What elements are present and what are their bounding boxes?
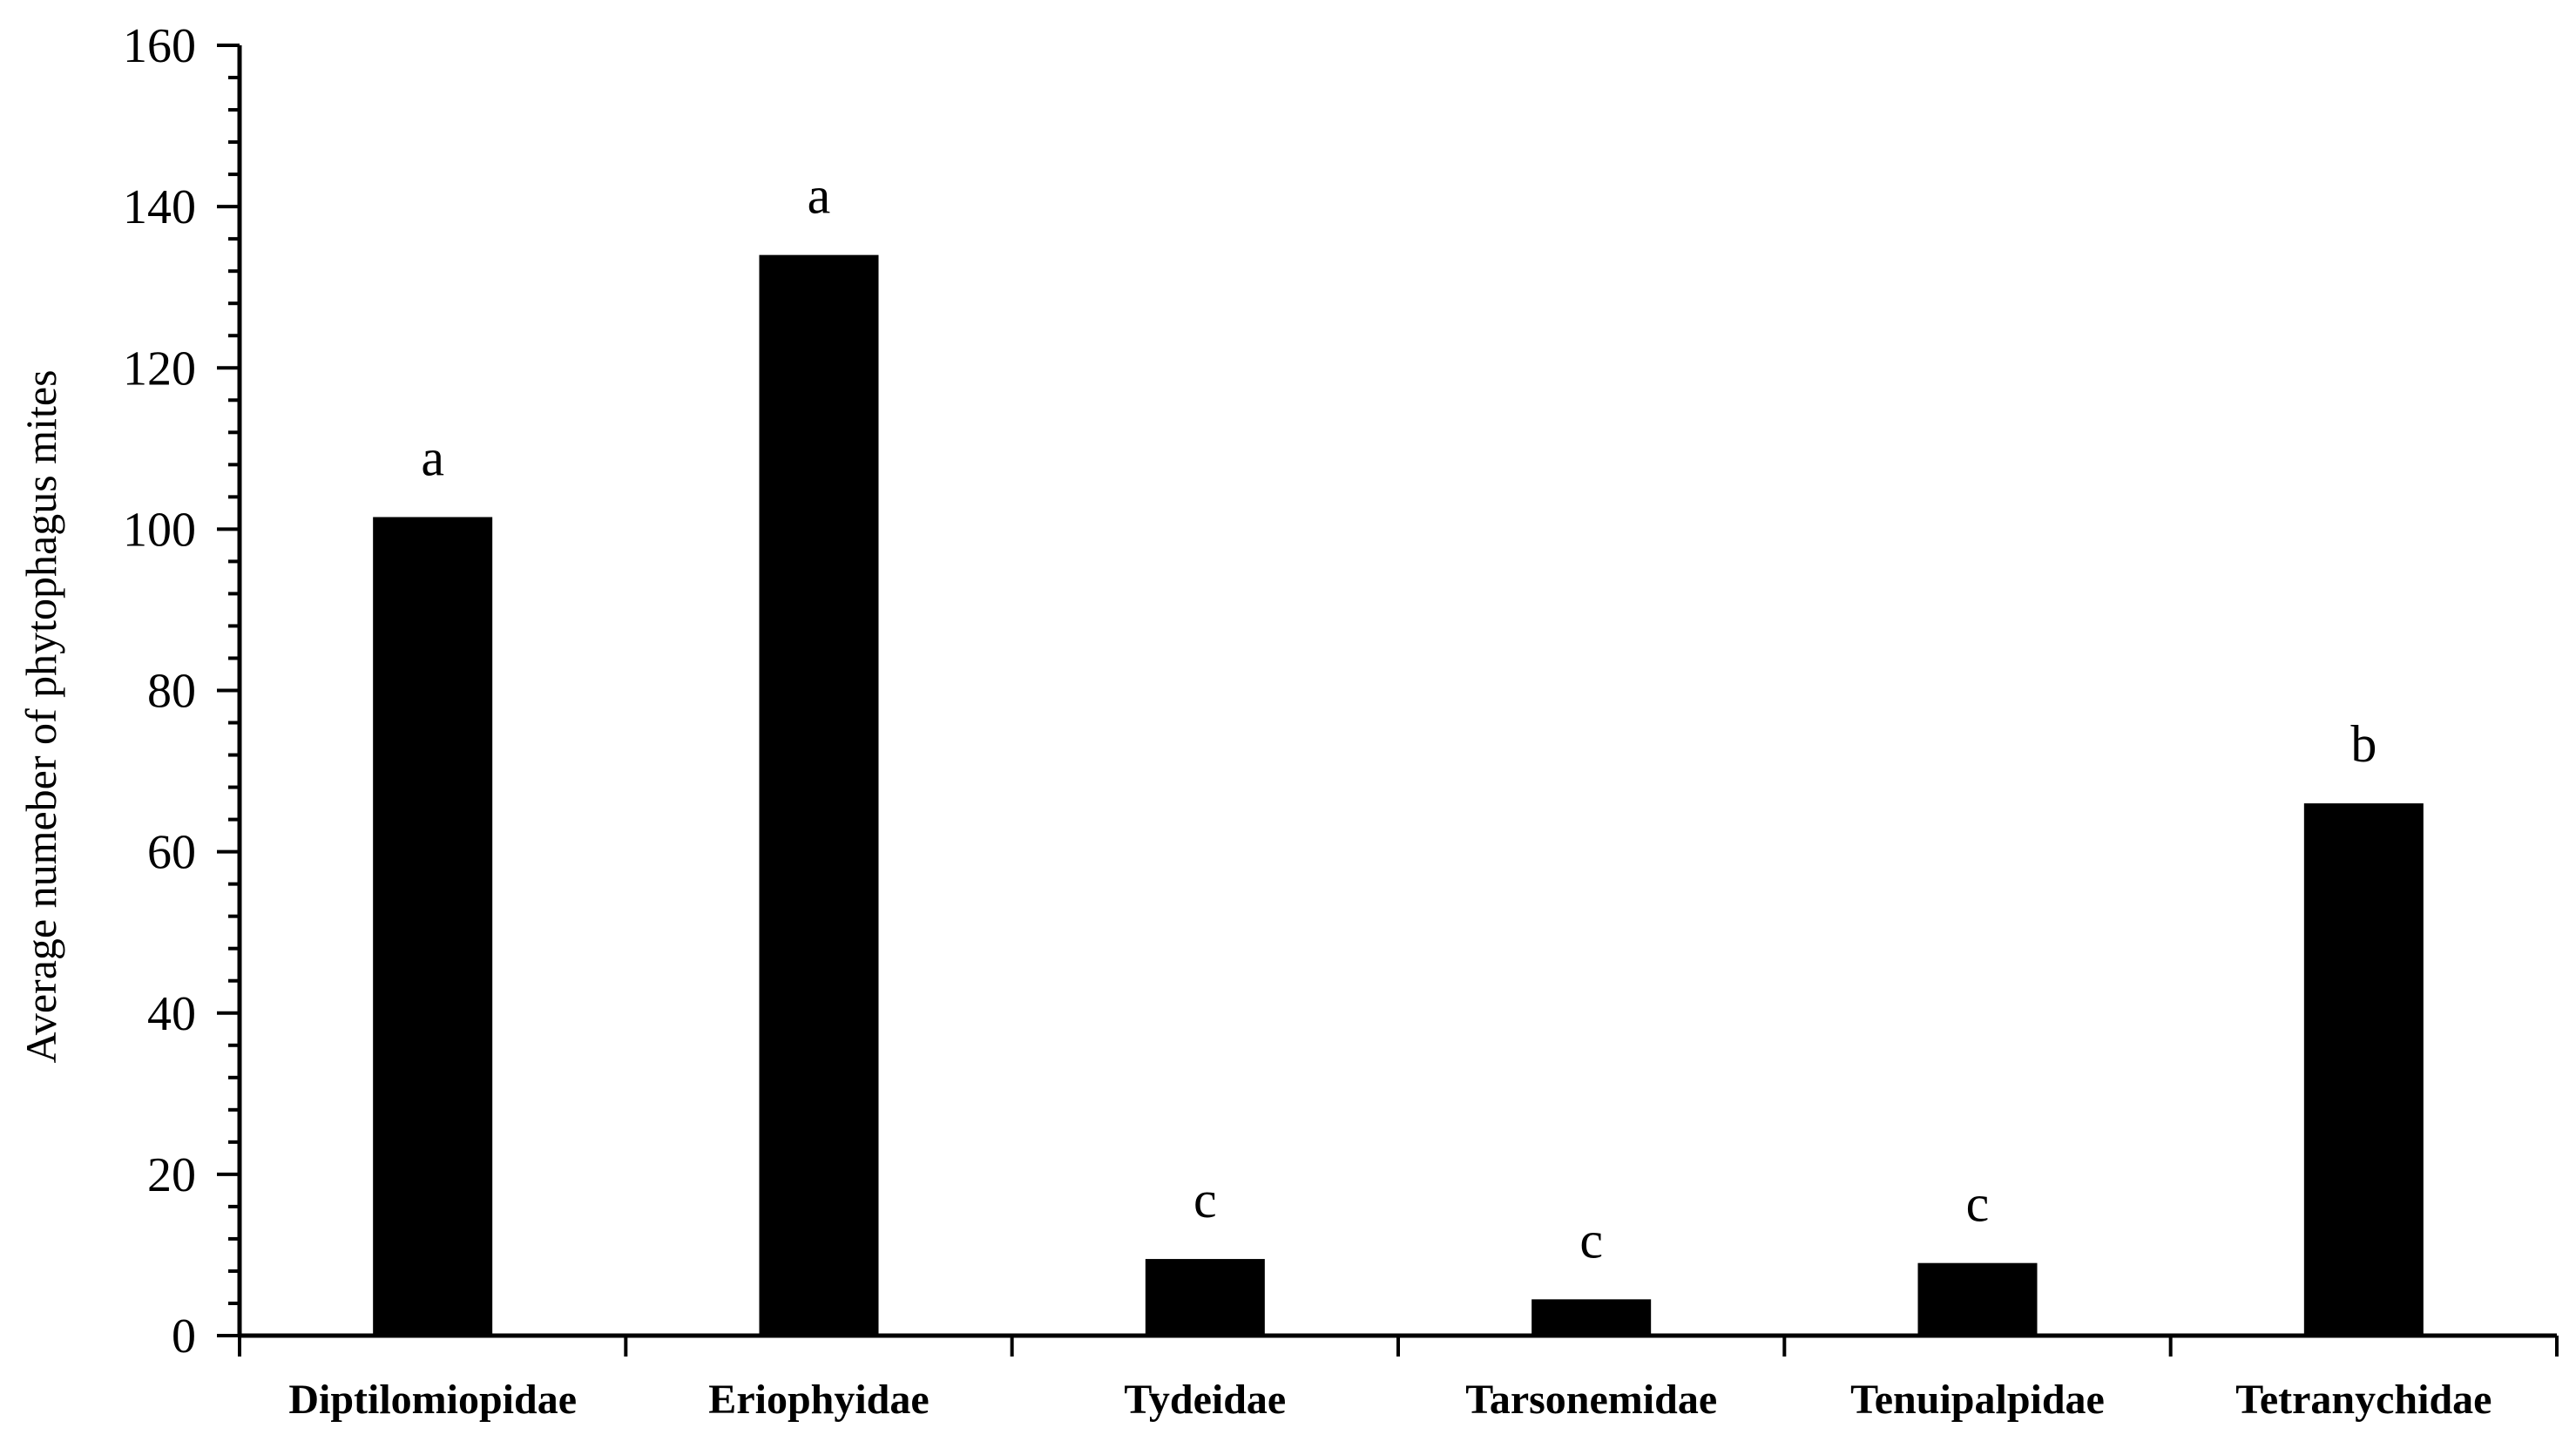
significance-letter: c [1966, 1175, 1990, 1233]
bar [1917, 1262, 2038, 1336]
y-tick-label: 40 [147, 987, 196, 1041]
x-category-label: Diptilomiopidae [288, 1377, 577, 1423]
bar [2303, 803, 2424, 1336]
y-tick-label: 0 [172, 1309, 196, 1363]
y-axis-title: Average numeber of phytophagus mites [17, 369, 65, 1063]
significance-letter: a [421, 429, 444, 486]
bars [373, 254, 2424, 1336]
bar [759, 254, 879, 1336]
bar [1145, 1259, 1265, 1336]
significance-letter: b [2350, 715, 2377, 773]
x-category-label: Tenuipalpidae [1850, 1377, 2105, 1423]
y-tick-label: 100 [123, 503, 196, 557]
y-tick-label: 80 [147, 665, 196, 719]
x-category-label: Eriophyidae [708, 1377, 929, 1423]
significance-letter: c [1579, 1211, 1603, 1269]
category-labels: Diptilomiopidae Eriophyidae Tydeidae Tarson… [288, 1377, 2491, 1423]
bar [1531, 1299, 1652, 1336]
y-tick-label: 160 [123, 19, 196, 73]
bar [373, 517, 493, 1336]
significance-letter: c [1193, 1171, 1217, 1228]
y-tick-label: 140 [123, 180, 196, 234]
significance-letters: a a c c c b [421, 167, 2377, 1269]
x-category-label: Tetranychidae [2235, 1377, 2491, 1423]
y-tick-label: 60 [147, 826, 196, 880]
y-axis-ticks [217, 44, 240, 1337]
y-tick-label: 20 [147, 1148, 196, 1202]
y-axis-tick-labels: 0 20 40 60 80 100 120 140 160 [123, 19, 196, 1363]
significance-letter: a [808, 167, 831, 225]
x-category-label: Tarsonemidae [1465, 1377, 1717, 1423]
x-category-label: Tydeidae [1124, 1377, 1286, 1423]
x-axis-ticks [238, 1336, 2559, 1357]
y-tick-label: 120 [123, 342, 196, 396]
